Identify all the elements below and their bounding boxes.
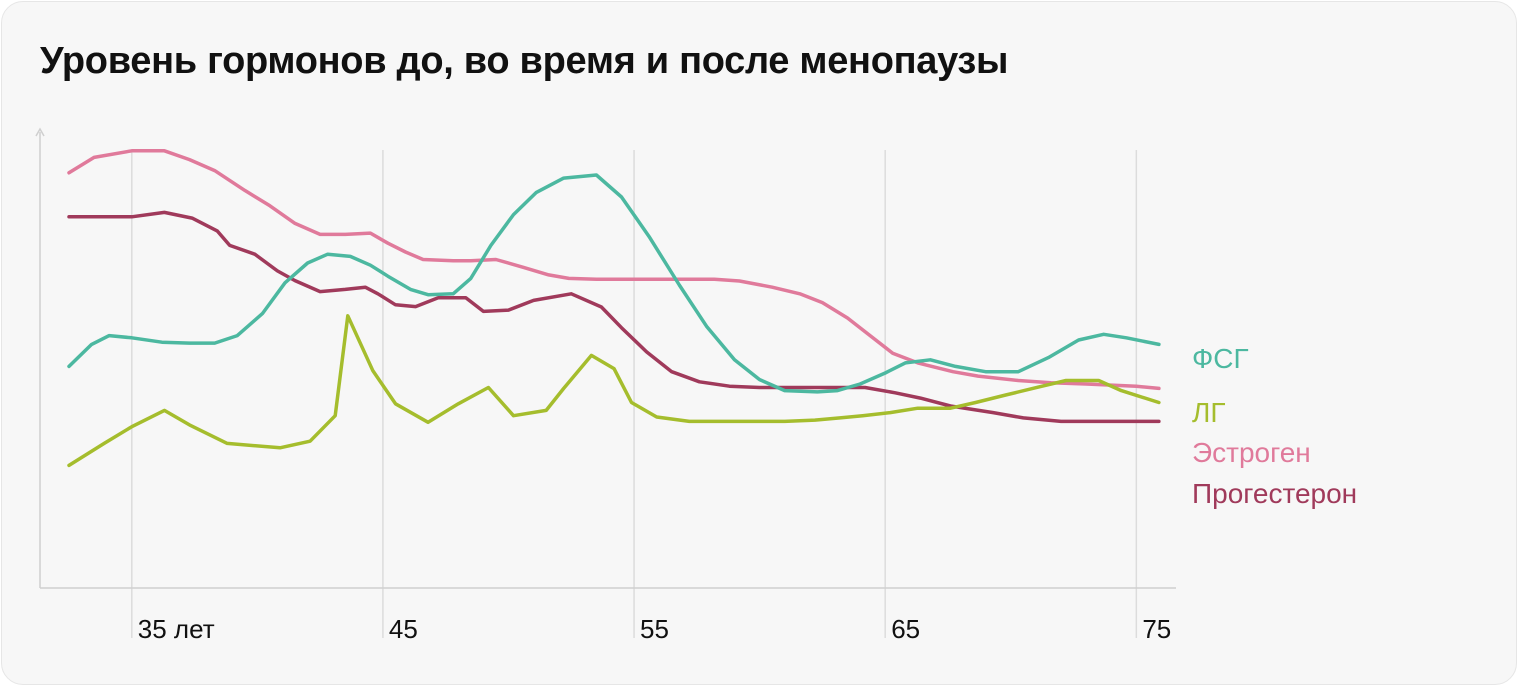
chart-title: Уровень гормонов до, во время и после ме… xyxy=(40,40,1009,82)
axes xyxy=(35,127,1176,589)
x-tick-labels: 35 лет 45 55 65 75 xyxy=(138,614,1171,644)
x-tick-label: 45 xyxy=(389,614,418,644)
legend: ФСГ ЛГ Эстроген Прогестерон xyxy=(1192,343,1357,509)
x-tick-label: 75 xyxy=(1142,614,1171,644)
x-tick-label: 55 xyxy=(640,614,669,644)
x-tick-label: 35 лет xyxy=(138,614,215,644)
series-line-2 xyxy=(67,149,1161,391)
series-line-0 xyxy=(67,173,1161,394)
x-tick-label: 65 xyxy=(891,614,920,644)
series-line-3 xyxy=(67,210,1161,424)
legend-label-0: ФСГ xyxy=(1192,343,1249,374)
series-lines xyxy=(67,149,1161,468)
legend-label-2: Эстроген xyxy=(1192,437,1311,468)
y-axis-arrow xyxy=(35,127,45,137)
legend-label-1: ЛГ xyxy=(1192,397,1226,428)
legend-label-3: Прогестерон xyxy=(1192,478,1357,509)
grid-lines xyxy=(131,150,1138,638)
series-line-1 xyxy=(67,314,1161,468)
